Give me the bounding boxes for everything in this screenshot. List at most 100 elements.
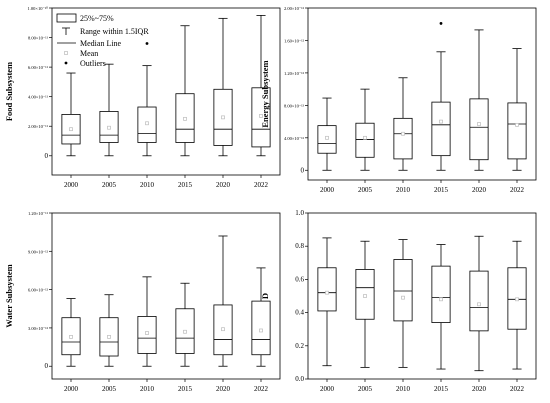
chart-panel: 0 2.00×10⁻¹¹ 4.00×10⁻¹¹ 6.00×10⁻¹¹ 8.00×10⁻¹… [4,6,281,189]
plot-frame [51,212,281,380]
box-2010 [393,239,413,368]
mean-marker [145,121,149,126]
mean-marker [221,115,225,120]
mean-marker [69,127,73,132]
mean-marker [221,327,225,332]
box-2000 [61,72,81,157]
iqr-box [393,117,413,160]
mean-marker [401,295,405,300]
legend-mean-swatch [64,51,68,55]
y-tick-label: 0.2 [295,342,304,350]
x-tick-label: 2010 [140,181,155,189]
x-tick-label: 2010 [140,385,155,393]
y-tick-label: 4.00×10⁻¹¹ [28,95,49,100]
box-2020 [469,235,489,372]
box-2010 [137,42,157,157]
x-tick-label: 2015 [434,385,449,393]
y-tick-label: 1.00×10⁻¹⁰ [28,6,49,11]
x-tick-label: 2005 [358,186,373,194]
x-tick-label: 2022 [254,385,269,393]
mean-marker [183,329,187,334]
box-2010 [137,276,157,367]
box-2005 [99,63,119,157]
x-tick-label: 2022 [510,385,525,393]
y-tick-label: 0 [301,166,305,174]
legend-item-outlier: Outliers [64,59,106,68]
box-2022 [251,267,271,367]
y-tick-label: 0 [45,362,49,370]
mean-marker [183,116,187,121]
plot-frame [307,212,537,380]
x-tick-label: 2022 [254,181,269,189]
x-tick-label: 2000 [64,385,79,393]
box-2005 [355,240,375,368]
legend-item-median: Median Line [57,39,122,48]
box-2022 [507,48,527,171]
x-tick-label: 2020 [472,186,487,194]
x-tick-label: 2000 [320,385,335,393]
y-tick-label: 1.20×10⁻¹¹ [28,211,49,216]
x-tick-label: 2015 [178,181,193,189]
legend-item-whisker: Range within 1.5IQR [62,27,149,36]
iqr-box [137,316,157,354]
chart-panel: 0 4.00×10⁻¹³ 8.00×10⁻¹³ 1.20×10⁻¹² 1.60×10⁻¹… [260,6,537,194]
iqr-box [469,98,489,161]
y-tick-label: 0.6 [295,275,304,283]
legend-label: Outliers [80,59,106,68]
y-tick-label: 0 [45,152,49,160]
legend-item-mean: Mean [64,49,98,58]
y-tick-label: 1.20×10⁻¹² [284,71,305,76]
y-tick-label: 0.8 [295,242,304,250]
x-tick-label: 2000 [320,186,335,194]
mean-marker [107,335,111,339]
mean-marker [515,297,519,302]
chart-panel: 0.0 0.2 0.4 0.6 0.8 1.0 2000 2005 2010 2015 2020 20… [260,209,537,393]
x-tick-label: 2010 [396,385,411,393]
x-tick-label: 2010 [396,186,411,194]
x-tick-label: 2015 [434,186,449,194]
y-tick-label: 1.60×10⁻¹² [284,38,305,43]
box-2015 [431,244,451,370]
y-tick-label: 9.00×10⁻¹² [28,249,49,254]
box-2005 [355,88,375,171]
chart-panel: 0 3.00×10⁻¹² 6.00×10⁻¹² 9.00×10⁻¹² 1.20×10⁻¹… [4,211,281,393]
legend-label: 25%~75% [80,14,114,23]
box-2005 [99,294,119,367]
legend: 25%~75% Range within 1.5IQR Median Line … [56,13,149,68]
box-2020 [213,17,233,157]
y-tick-label: 2.00×10⁻¹² [284,6,305,11]
x-tick-label: 2020 [472,385,487,393]
outlier-point [439,22,443,25]
box-2000 [61,298,81,367]
mean-marker [363,294,367,298]
legend-box-swatch [56,13,77,23]
mean-marker [145,331,149,335]
box-2000 [317,97,337,171]
x-tick-label: 2000 [64,181,79,189]
y-axis-label: D [260,293,270,299]
mean-marker [515,122,519,127]
box-2020 [469,29,489,171]
y-tick-label: 8.00×10⁻¹¹ [28,36,49,41]
iqr-box [507,102,527,160]
x-tick-label: 2005 [102,181,117,189]
iqr-box [393,259,413,322]
box-2010 [393,77,413,171]
legend-label: Range within 1.5IQR [80,27,149,36]
iqr-box [431,265,451,323]
y-axis-label: Water Subsystem [4,264,14,327]
plot-frame [307,7,537,181]
y-tick-label: 8.00×10⁻¹³ [284,103,305,108]
x-tick-label: 2005 [358,385,373,393]
x-tick-label: 2020 [216,385,231,393]
plot-frame [51,7,281,176]
iqr-box [469,270,489,332]
mean-marker [259,328,263,333]
mean-marker [325,290,329,295]
x-tick-label: 2015 [178,385,193,393]
box-2015 [175,282,195,367]
y-tick-label: 1.0 [295,209,304,217]
iqr-box [251,300,271,356]
y-axis-label: Energy Subsystem [260,60,270,127]
